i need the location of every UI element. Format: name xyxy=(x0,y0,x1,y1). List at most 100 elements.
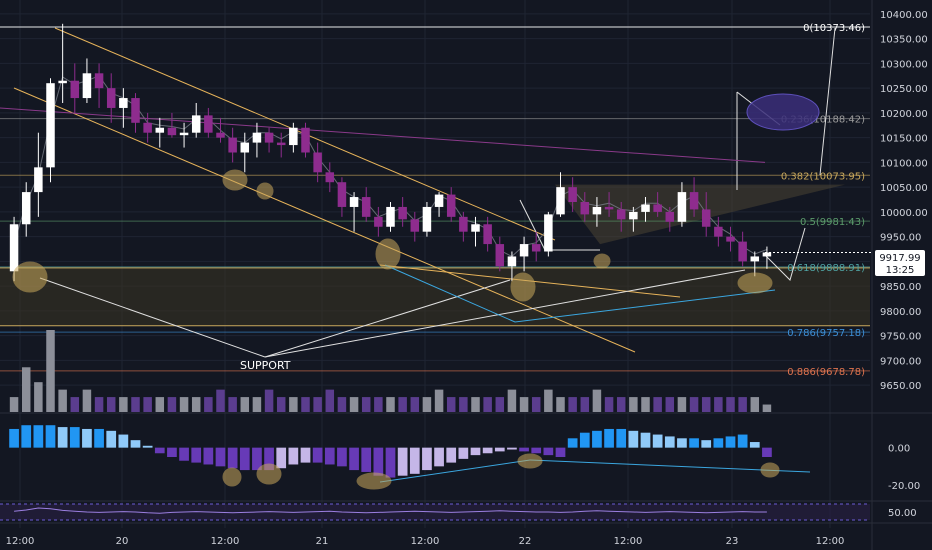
candle-body xyxy=(119,98,128,108)
price-tick-label: 10050.00 xyxy=(880,183,928,194)
histogram-bar xyxy=(507,447,517,450)
volume-bar xyxy=(568,397,577,412)
histogram-bar xyxy=(458,447,469,459)
volume-bar xyxy=(179,397,189,412)
highlight-circle xyxy=(375,238,401,270)
candle-body xyxy=(410,219,420,232)
histogram-bar xyxy=(69,427,80,448)
volume-bar xyxy=(483,397,492,412)
candle-body xyxy=(762,252,772,257)
histogram-bar xyxy=(361,447,372,472)
volume-bar xyxy=(446,397,456,412)
time-tick-label: 23 xyxy=(726,536,739,547)
highlight-circle xyxy=(12,261,48,293)
candlesticks xyxy=(9,23,772,282)
histogram-axis[interactable]: 0.00 -20.00 xyxy=(888,444,920,492)
volume-bar xyxy=(726,397,735,412)
histogram-bar xyxy=(482,447,493,454)
volume-bar xyxy=(70,397,80,412)
oscillator-axis[interactable]: 50.00 xyxy=(888,508,917,519)
histogram-bar xyxy=(713,438,724,448)
volume-bar xyxy=(240,397,250,412)
volume-bar xyxy=(155,397,165,412)
volume-bar xyxy=(106,397,116,412)
candle-body xyxy=(167,127,177,136)
candle-body xyxy=(325,172,335,183)
histogram-bar xyxy=(45,425,56,448)
volume-bar xyxy=(616,397,626,412)
histogram-bar xyxy=(397,447,408,476)
volume-bar xyxy=(531,397,541,412)
candle-body xyxy=(507,256,517,267)
candle-body xyxy=(434,194,444,207)
price-tick-label: 10350.00 xyxy=(880,35,928,46)
volume-bar xyxy=(131,397,140,412)
volume-bar xyxy=(167,397,177,412)
volume-bar xyxy=(386,397,395,412)
histogram-bar xyxy=(324,447,335,465)
price-tick-label: 9700.00 xyxy=(880,356,921,367)
price-tick-label: 10200.00 xyxy=(880,109,928,120)
price-tick-label: 10100.00 xyxy=(880,158,928,169)
current-price-countdown: 13:25 xyxy=(886,265,915,276)
candle-body xyxy=(422,206,432,232)
fib-label: 0.236(10188.42) xyxy=(781,115,865,126)
histogram-bar xyxy=(555,447,566,457)
histogram-bar xyxy=(409,447,420,474)
histogram-bar xyxy=(494,447,505,452)
projection-target-arrow xyxy=(819,27,836,176)
histogram-bar xyxy=(762,447,772,457)
volume-bar xyxy=(519,397,529,412)
volume-bar xyxy=(46,330,55,412)
candle-body xyxy=(143,122,152,133)
histogram-bar xyxy=(652,434,663,448)
candle-body xyxy=(519,244,529,257)
triangle-pattern xyxy=(555,184,845,245)
histogram-bar xyxy=(689,438,699,448)
divergence-price-line xyxy=(384,264,776,323)
volume-bar xyxy=(738,397,747,412)
histogram-bar xyxy=(701,440,712,448)
histogram-bar xyxy=(749,442,760,448)
fib-levels: 0(10373.46) 0.236(10188.42) 0.382(10073.95… xyxy=(0,23,870,378)
time-axis[interactable]: 12:00 20 12:00 21 12:00 22 12:00 23 12:00 xyxy=(6,536,845,547)
volume-bar xyxy=(228,397,237,412)
oscillator-path xyxy=(14,507,767,514)
candle-body xyxy=(34,167,43,193)
candle-body xyxy=(82,73,92,99)
histogram-bar xyxy=(227,447,238,469)
highlight-circle xyxy=(222,169,248,191)
time-tick-label: 12:00 xyxy=(6,536,35,547)
histogram-bar xyxy=(434,447,444,467)
candle-body xyxy=(616,209,626,220)
histogram-bar xyxy=(130,440,141,448)
candle-body xyxy=(592,206,602,215)
volume-bar xyxy=(289,397,298,412)
candle-body xyxy=(701,209,711,227)
support-arrow-left xyxy=(39,277,266,358)
histogram-bar xyxy=(664,436,675,448)
candle-body xyxy=(726,236,735,242)
volume-bar xyxy=(434,389,444,412)
target-ellipse xyxy=(746,93,820,131)
volume-bar xyxy=(58,389,67,412)
candle-body xyxy=(58,80,67,84)
histogram-bar xyxy=(239,447,250,471)
candle-body xyxy=(276,142,286,146)
volume-bar xyxy=(544,389,553,412)
histogram-bar xyxy=(252,447,262,471)
histogram-bar xyxy=(9,428,19,448)
candle-body xyxy=(131,98,140,123)
volume-bar xyxy=(689,397,699,412)
volume-bar xyxy=(714,397,723,412)
volume-bar xyxy=(119,397,128,412)
candle-body xyxy=(677,192,687,222)
candle-body xyxy=(738,241,747,262)
volume-bar xyxy=(629,397,638,412)
price-axis[interactable]: 10400.00 10350.00 10300.00 10250.00 10200.00… xyxy=(880,10,928,392)
candle-body xyxy=(374,216,383,227)
candle-body xyxy=(21,192,31,225)
volume-bar xyxy=(337,397,347,412)
